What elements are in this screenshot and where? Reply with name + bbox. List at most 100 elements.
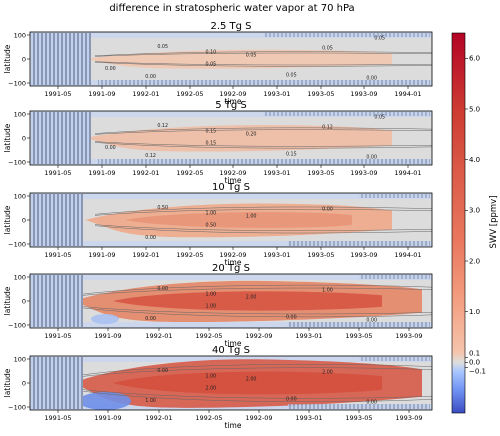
contour-label: 0.15: [286, 151, 297, 157]
panel-5: 40 Tg S 0.00 1.00 2.00 2.00 2.00 1.00 0.00 0.00 1…: [3, 345, 433, 430]
x-tick-label: 1993-09: [395, 332, 422, 340]
contour-label: 0.05: [206, 61, 217, 67]
contour-label: 1.00: [206, 374, 217, 380]
contour-line: [82, 284, 433, 295]
contour-label: 0.00: [105, 66, 116, 72]
contour-label: 0.00: [105, 145, 116, 151]
y-tick-label: −100: [8, 79, 26, 87]
y-tick-label: −100: [8, 240, 26, 248]
colorbar-label: SWV [ppmv]: [489, 195, 499, 248]
x-tick-label: 1994-01: [394, 90, 421, 98]
contour-label: 2.00: [206, 385, 217, 391]
contour-label: 1.00: [206, 303, 217, 309]
y-tick-label: 100: [14, 110, 26, 118]
contour-label: 0.12: [322, 124, 333, 130]
contour-line: [82, 306, 433, 315]
polar-band-north: [30, 274, 432, 280]
contour-label: 0.00: [145, 74, 156, 80]
contour-line: [94, 225, 433, 234]
y-tick-label: 0: [22, 379, 26, 387]
hatched-region: [31, 112, 91, 164]
x-tick-label: 1991-05: [44, 90, 71, 98]
x-tick-label: 1993-09: [350, 90, 377, 98]
contour-line: [82, 364, 433, 376]
contour-line: [82, 389, 433, 399]
x-axis-label: time: [225, 421, 242, 430]
contour-label: 1.00: [246, 213, 257, 219]
x-tick-label: 1992-05: [176, 251, 203, 259]
contour-line: [94, 224, 433, 231]
contour-line: [94, 141, 433, 147]
y-tick-label: 0: [22, 216, 26, 224]
colorbar-tick-label: 3.0: [469, 207, 480, 215]
anomaly-core: [113, 291, 382, 311]
contour-line: [94, 142, 433, 149]
hatched-region: [31, 33, 91, 85]
contour-label: 0.00: [366, 76, 377, 82]
contour-label: 2.00: [246, 294, 257, 300]
contour-label: 0.00: [286, 396, 297, 402]
hatched-polar-south: [98, 159, 430, 164]
y-tick-label: −100: [8, 321, 26, 329]
panel-title: 20 Tg S: [212, 263, 250, 274]
figure-suptitle: difference in stratospheric water vapor …: [109, 3, 354, 14]
polar-band-north: [30, 32, 432, 38]
colorbar-tick-label: 6.0: [469, 55, 480, 63]
x-tick-label: 1993-09: [350, 251, 377, 259]
y-tick-label: −100: [8, 403, 26, 411]
contour-line: [94, 52, 433, 57]
contour-line: [82, 390, 433, 402]
contour-label: 0.00: [157, 368, 168, 374]
colorbar-tick-label: 2.0: [469, 257, 480, 265]
colorbar-tick-label: 0.0: [469, 359, 480, 367]
x-axis-label: time: [225, 258, 242, 267]
y-tick-label: 100: [14, 273, 26, 281]
contour-label: 1.00: [206, 211, 217, 217]
x-tick-label: 1991-09: [88, 251, 115, 259]
x-tick-label: 1991-05: [44, 414, 71, 422]
x-tick-label: 1992-01: [145, 332, 172, 340]
contour-label: 0.12: [145, 153, 156, 159]
contour-line: [82, 307, 433, 318]
panel-3: 10 Tg S 0.50 1.00 1.00 0.50 0.00 0.00 100 0 −100 l…: [3, 182, 433, 267]
x-tick-label: 1994-01: [394, 251, 421, 259]
negative-anomaly: [91, 314, 119, 324]
x-tick-label: 1992-09: [219, 169, 246, 177]
x-tick-label: 1992-01: [132, 251, 159, 259]
contour-label: 0.05: [246, 52, 257, 58]
x-tick-label: 1993-01: [263, 90, 290, 98]
x-tick-label: 1992-05: [176, 169, 203, 177]
hatched-region: [31, 357, 83, 409]
colorbar: 6.0 5.0 4.0 3.0 2.0 1.0 0.1 0.0−0.1 SWV [ppmv]: [451, 32, 499, 414]
hatched-polar-south: [288, 241, 430, 246]
anomaly-core: [113, 371, 382, 395]
x-tick-label: 1993-05: [345, 414, 372, 422]
x-tick-label: 1994-01: [394, 169, 421, 177]
x-tick-label: 1993-05: [345, 332, 372, 340]
x-tick-label: 1991-09: [88, 169, 115, 177]
y-axis-label: latitude: [3, 123, 12, 152]
x-axis-label: time: [225, 339, 242, 348]
contour-line: [94, 61, 433, 66]
colorbar-tick-label: 4.0: [469, 156, 480, 164]
x-tick-label: 1991-09: [94, 414, 121, 422]
panel-4: 20 Tg S 0.00 1.00 2.00 1.00 1.00 0.00 0.00 0.00 1…: [3, 263, 433, 348]
hatched-polar-south: [98, 80, 430, 85]
x-tick-label: 1992-09: [219, 90, 246, 98]
colorbar-gradient: [451, 32, 466, 414]
contour-label: 0.15: [206, 140, 217, 146]
contour-label: 0.12: [157, 123, 168, 129]
contour-label: 0.05: [374, 36, 385, 42]
contour-label: 0.05: [374, 115, 385, 121]
contour-label: 0.00: [145, 235, 156, 241]
contour-label: 0.00: [286, 314, 297, 320]
panels: 2.5 Tg S 0.05 0.10 0.05 0.05 0.05 0.00 0.05 0.00…: [3, 21, 433, 430]
x-tick-label: 1993-01: [295, 332, 322, 340]
x-tick-label: 1992-09: [245, 332, 272, 340]
contour-label: 0.50: [206, 222, 217, 228]
panel-1: 2.5 Tg S 0.05 0.10 0.05 0.05 0.05 0.00 0.05 0.00…: [3, 21, 433, 106]
y-tick-label: 100: [14, 192, 26, 200]
y-tick-label: −100: [8, 158, 26, 166]
x-tick-label: 1993-01: [263, 251, 290, 259]
x-tick-label: 1992-01: [132, 169, 159, 177]
